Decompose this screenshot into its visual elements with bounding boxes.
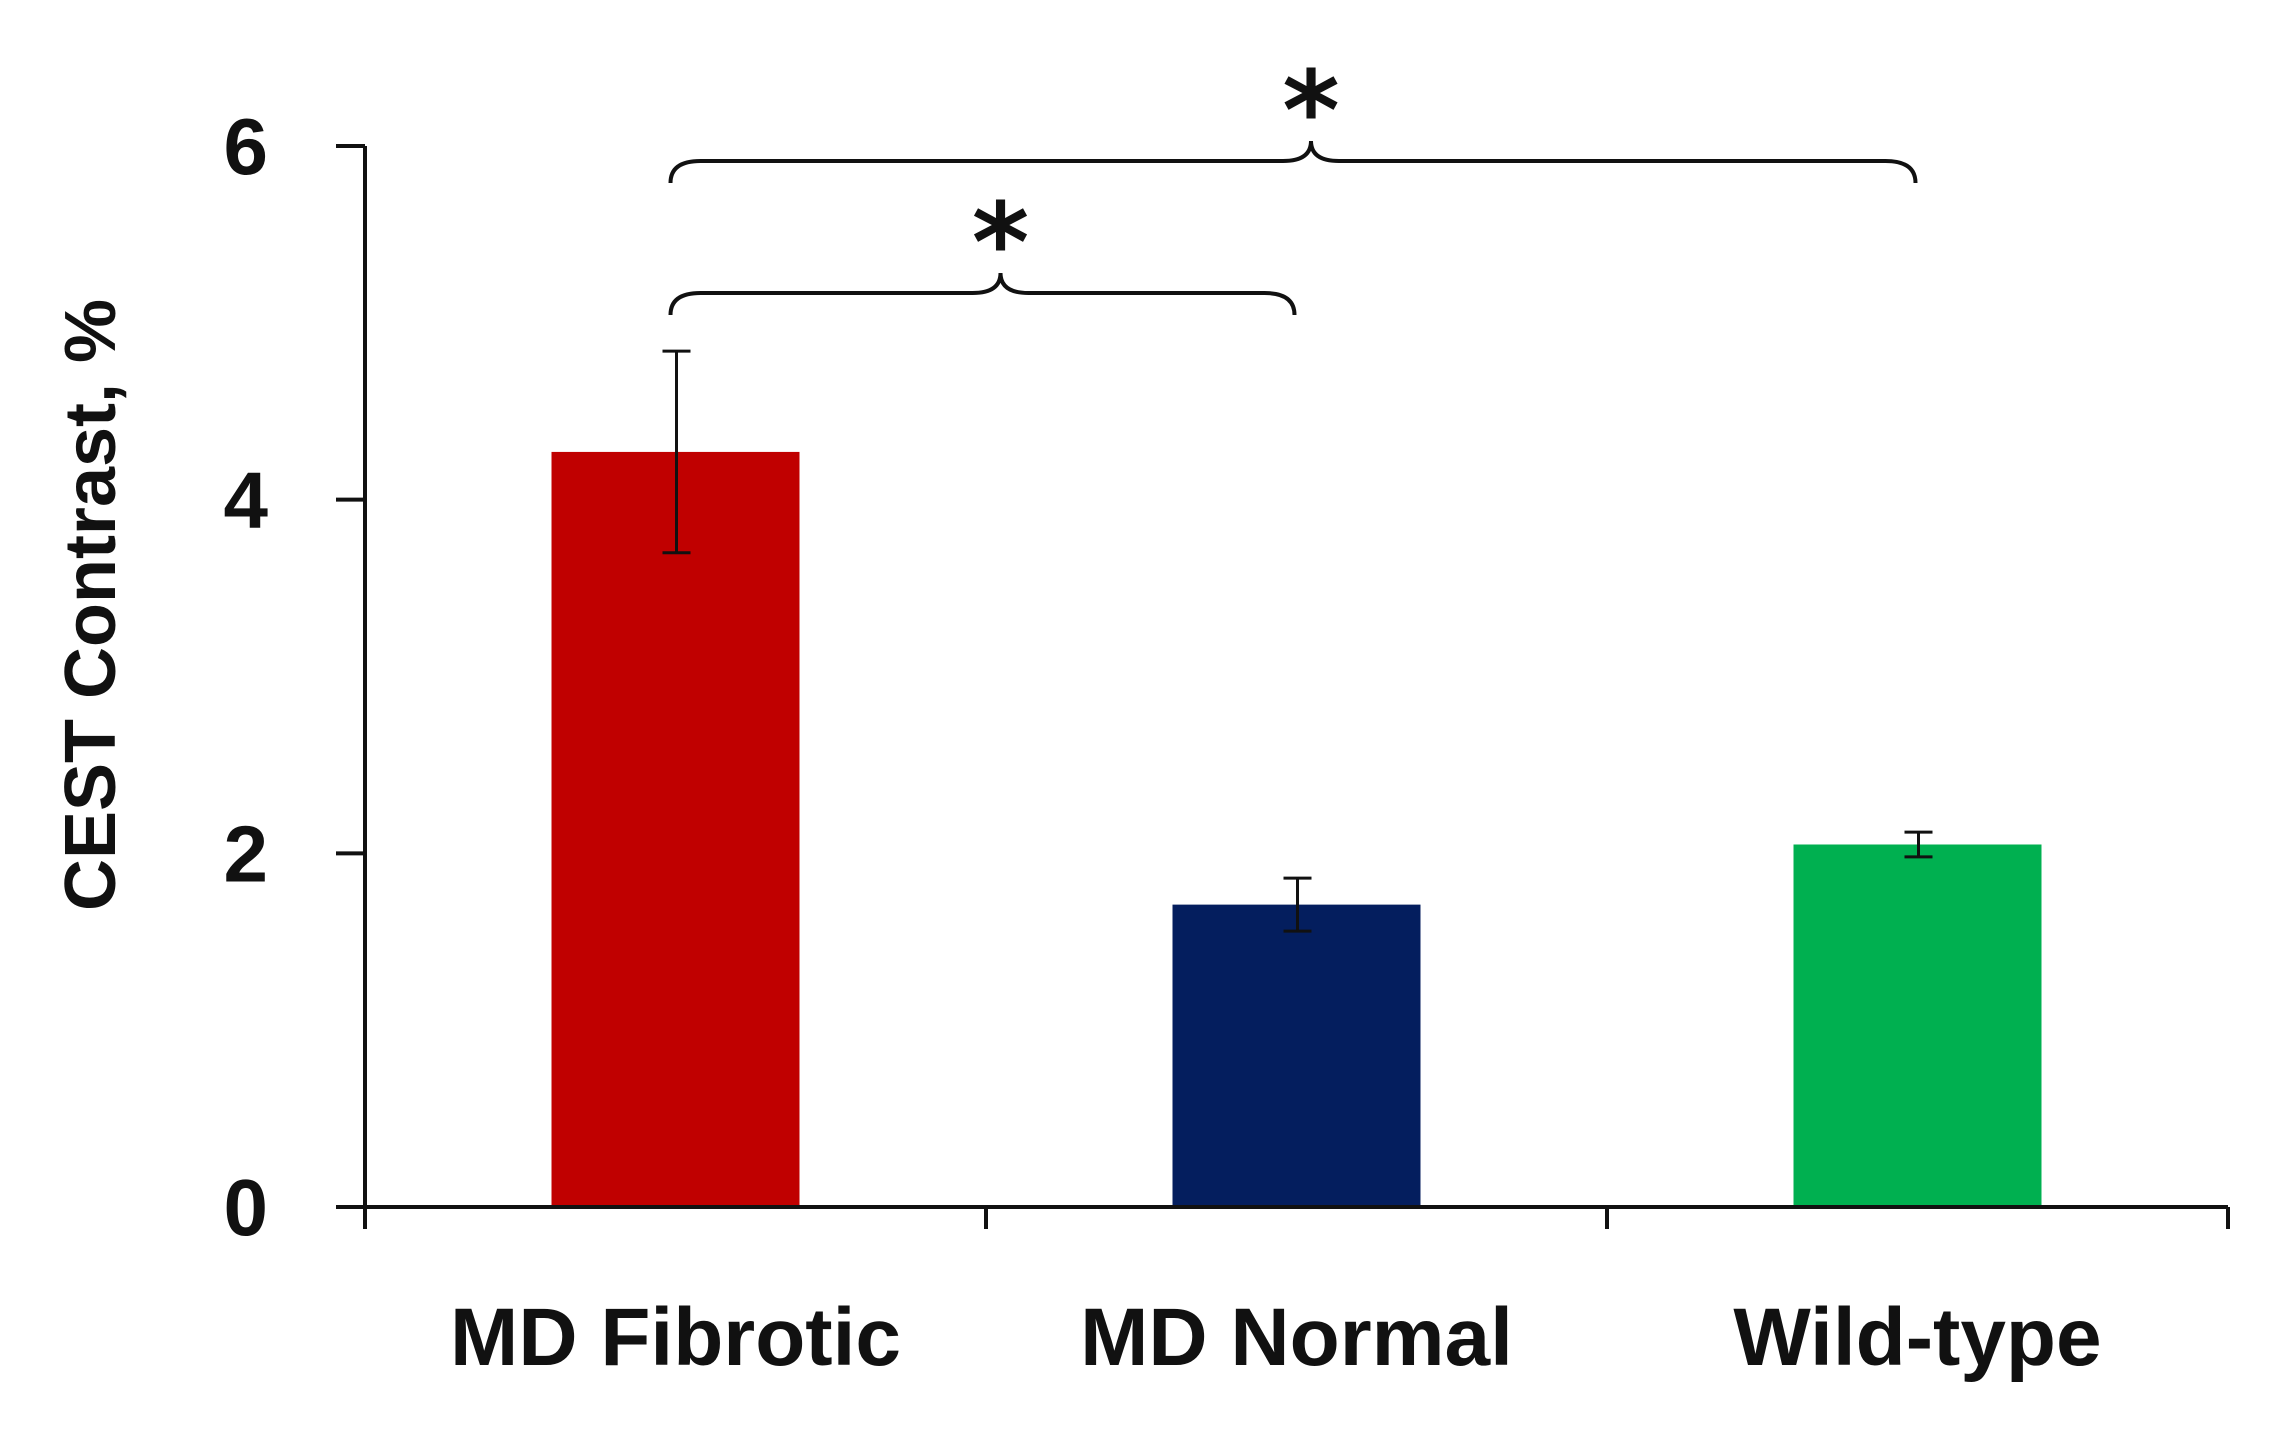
bars-group (551, 451, 2042, 1208)
significance-bracket (668, 140, 1918, 184)
y-ticks-group: 0 2 4 6 (224, 102, 365, 1252)
x-tick-label: MD Fibrotic (450, 1292, 901, 1383)
significance-star: * (1282, 47, 1340, 175)
y-tick-label: 4 (224, 456, 269, 545)
error-bar (662, 349, 691, 555)
significance-group: ** (668, 47, 1918, 316)
significance-star: * (972, 179, 1030, 307)
axes-group (336, 146, 2230, 1229)
error-bar (1283, 876, 1312, 933)
x-tick-label: Wild-type (1733, 1292, 2101, 1383)
y-tick-label: 6 (224, 102, 269, 191)
y-axis-title: CEST Contrast, % (51, 299, 131, 911)
bar-md-normal (1172, 904, 1421, 1207)
x-tick-label: MD Normal (1080, 1292, 1513, 1383)
y-tick-label: 0 (224, 1163, 269, 1252)
bar-wild-type (1793, 844, 2042, 1207)
x-labels-group: MD Fibrotic MD Normal Wild-type (450, 1292, 2102, 1383)
bar-md-fibrotic (551, 451, 800, 1208)
y-tick-label: 2 (224, 809, 269, 898)
error-bar (1904, 830, 1933, 859)
significance-bracket (668, 272, 1297, 316)
error-bars-group (662, 349, 1933, 933)
